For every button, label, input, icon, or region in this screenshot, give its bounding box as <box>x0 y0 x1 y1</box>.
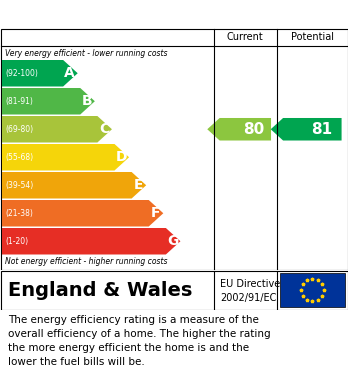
Text: Energy Efficiency Rating: Energy Efficiency Rating <box>8 7 218 22</box>
Text: 81: 81 <box>311 122 333 137</box>
Polygon shape <box>271 118 342 140</box>
Text: E: E <box>134 178 143 192</box>
Polygon shape <box>2 228 181 255</box>
Text: G: G <box>167 234 178 248</box>
Text: (55-68): (55-68) <box>5 153 33 162</box>
Text: Potential: Potential <box>291 32 334 42</box>
Polygon shape <box>2 116 112 142</box>
Text: The energy efficiency rating is a measure of the
overall efficiency of a home. T: The energy efficiency rating is a measur… <box>8 315 271 367</box>
Text: (69-80): (69-80) <box>5 125 33 134</box>
Text: D: D <box>116 150 127 164</box>
Text: (92-100): (92-100) <box>5 69 38 78</box>
Polygon shape <box>2 144 129 170</box>
Text: Not energy efficient - higher running costs: Not energy efficient - higher running co… <box>5 258 167 267</box>
Text: (81-91): (81-91) <box>5 97 33 106</box>
Text: Very energy efficient - lower running costs: Very energy efficient - lower running co… <box>5 49 167 58</box>
Text: B: B <box>81 94 92 108</box>
Text: (39-54): (39-54) <box>5 181 33 190</box>
Polygon shape <box>2 172 146 199</box>
Text: (1-20): (1-20) <box>5 237 28 246</box>
Text: 2002/91/EC: 2002/91/EC <box>220 293 276 303</box>
Text: A: A <box>64 66 75 80</box>
Bar <box>280 273 345 307</box>
Text: EU Directive: EU Directive <box>220 279 280 289</box>
Text: Current: Current <box>227 32 264 42</box>
Text: England & Wales: England & Wales <box>8 280 192 300</box>
Polygon shape <box>2 60 78 86</box>
Text: (21-38): (21-38) <box>5 209 33 218</box>
Polygon shape <box>2 200 163 226</box>
Text: C: C <box>99 122 109 136</box>
Text: 80: 80 <box>243 122 264 137</box>
Polygon shape <box>2 88 95 115</box>
Polygon shape <box>207 118 271 140</box>
Text: F: F <box>151 206 160 220</box>
